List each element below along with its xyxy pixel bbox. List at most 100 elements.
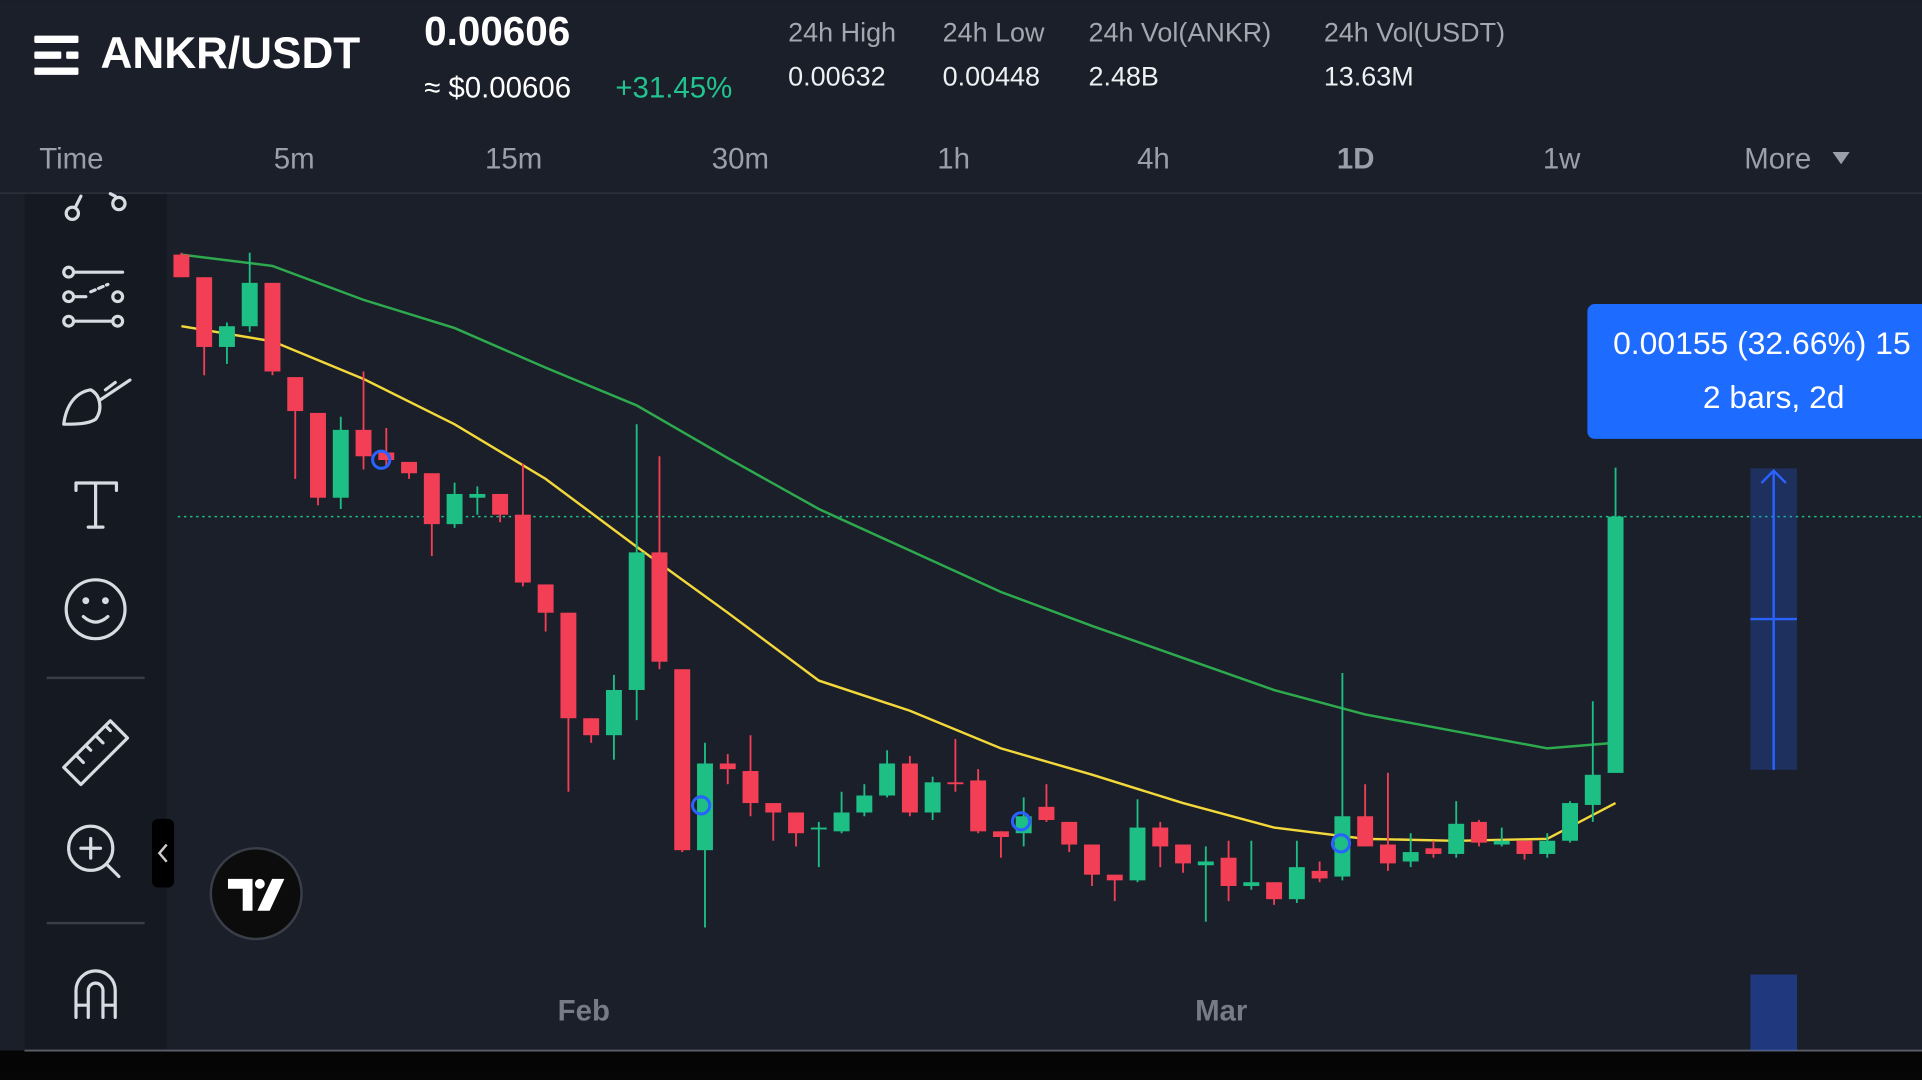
interval-tab[interactable]: 1D bbox=[1337, 142, 1375, 175]
candle-body bbox=[765, 803, 782, 813]
interval-tab[interactable]: 30m bbox=[712, 142, 769, 175]
candle-body bbox=[1471, 821, 1487, 843]
candle-body bbox=[173, 254, 190, 278]
moving-average-line bbox=[181, 325, 1617, 843]
stat-value: 13.63M bbox=[1324, 62, 1414, 92]
plot-area bbox=[173, 252, 1922, 928]
event-marker bbox=[691, 795, 712, 816]
candle-body bbox=[1425, 848, 1442, 854]
interval-tab[interactable]: 1w bbox=[1543, 142, 1581, 175]
tool-emoji[interactable] bbox=[64, 578, 127, 641]
candle-body bbox=[310, 412, 326, 498]
stat-value: 0.00448 bbox=[943, 62, 1040, 92]
candle-body bbox=[628, 552, 645, 690]
candle-body bbox=[924, 782, 941, 813]
candle-body bbox=[1493, 840, 1510, 845]
candle-body bbox=[469, 493, 486, 498]
tool-brush[interactable] bbox=[62, 378, 132, 426]
interval-tab[interactable]: 4h bbox=[1137, 142, 1170, 175]
interval-tab[interactable]: 5m bbox=[274, 142, 315, 175]
stat-value: 0.00632 bbox=[788, 62, 885, 92]
candle-body bbox=[1448, 823, 1465, 854]
x-tick-label: Feb bbox=[558, 994, 610, 1027]
candle-body bbox=[1038, 806, 1055, 821]
measure-text: 2 bars, 2d bbox=[1703, 379, 1845, 415]
interval-tab[interactable]: 15m bbox=[485, 142, 542, 175]
candle-body bbox=[1357, 816, 1374, 847]
interval-tab[interactable]: More bbox=[1744, 142, 1811, 175]
candle-body bbox=[879, 763, 896, 796]
tv-logo[interactable] bbox=[209, 847, 303, 941]
measure-tool: 0.00155 (32.66%) 15 2 bars, 2d bbox=[1587, 304, 1922, 1051]
candle-body bbox=[537, 584, 554, 613]
candle-body bbox=[697, 763, 713, 851]
logo-dot bbox=[254, 878, 265, 889]
stat-label: 24h High bbox=[788, 17, 896, 47]
dropdown-arrow[interactable] bbox=[1832, 152, 1850, 165]
candle-body bbox=[583, 718, 600, 736]
candle-body bbox=[833, 812, 850, 832]
stat-label: 24h Low bbox=[943, 17, 1045, 47]
candle-body bbox=[1562, 803, 1578, 841]
candle-body bbox=[788, 812, 805, 834]
menu-bar bbox=[34, 35, 79, 43]
candle-body bbox=[947, 782, 964, 785]
stat-label: 24h Vol(ANKR) bbox=[1088, 17, 1271, 47]
stat-label: 24h Vol(USDT) bbox=[1324, 17, 1505, 47]
candle-body bbox=[492, 493, 509, 515]
candle-body bbox=[378, 452, 395, 461]
measure-box bbox=[1587, 304, 1922, 439]
candle-body bbox=[423, 473, 440, 525]
candle-body bbox=[446, 493, 463, 525]
tool-indicators[interactable] bbox=[62, 265, 125, 328]
candle-body bbox=[1061, 821, 1078, 845]
candle-body bbox=[1539, 840, 1556, 854]
candle-body bbox=[1175, 844, 1192, 864]
collapse-arrow bbox=[157, 843, 168, 863]
candle-body bbox=[901, 763, 918, 813]
tool-zoom[interactable] bbox=[67, 824, 121, 879]
candle-body bbox=[742, 771, 759, 804]
menu-bar bbox=[66, 51, 79, 59]
measure-text: 0.00155 (32.66%) 15 bbox=[1613, 325, 1911, 361]
bottom-strip bbox=[0, 1050, 1922, 1080]
interval-tab[interactable]: Time bbox=[39, 142, 103, 175]
event-marker bbox=[1330, 833, 1352, 854]
stat-value: 2.48B bbox=[1088, 62, 1158, 92]
tool-text[interactable] bbox=[74, 481, 119, 529]
collapse-tab[interactable] bbox=[151, 818, 175, 888]
candle-body bbox=[719, 763, 736, 770]
event-marker bbox=[1010, 811, 1032, 832]
candle-body bbox=[1334, 816, 1351, 877]
candle-body bbox=[332, 429, 349, 498]
candle-body bbox=[560, 612, 577, 719]
candle-body bbox=[1402, 852, 1419, 862]
tool-ruler[interactable] bbox=[62, 719, 130, 787]
candle-body bbox=[1607, 516, 1624, 773]
last-price: 0.00606 bbox=[424, 8, 570, 54]
candle-body bbox=[241, 282, 258, 327]
candle-body bbox=[1379, 844, 1396, 864]
candle-body bbox=[196, 277, 213, 347]
tool-magnet[interactable] bbox=[74, 969, 117, 1020]
menu-button[interactable] bbox=[34, 35, 79, 75]
candle-body bbox=[1584, 774, 1601, 805]
candle-body bbox=[992, 831, 1009, 837]
candle-body bbox=[1288, 867, 1305, 900]
tool-lines[interactable] bbox=[64, 192, 127, 222]
event-marker bbox=[371, 449, 392, 470]
interval-tab[interactable]: 1h bbox=[937, 142, 970, 175]
menu-bar bbox=[34, 67, 79, 75]
candle-body bbox=[1084, 844, 1100, 875]
logo-circle bbox=[209, 847, 303, 941]
pair-name[interactable]: ANKR/USDT bbox=[101, 29, 361, 78]
candle-body bbox=[1152, 827, 1169, 847]
measure-axis-highlight bbox=[1750, 974, 1797, 1051]
price-usd: ≈ $0.00606 bbox=[424, 71, 571, 104]
candle-body bbox=[218, 326, 235, 347]
candle-body bbox=[1220, 857, 1237, 886]
candle-body bbox=[264, 282, 281, 372]
